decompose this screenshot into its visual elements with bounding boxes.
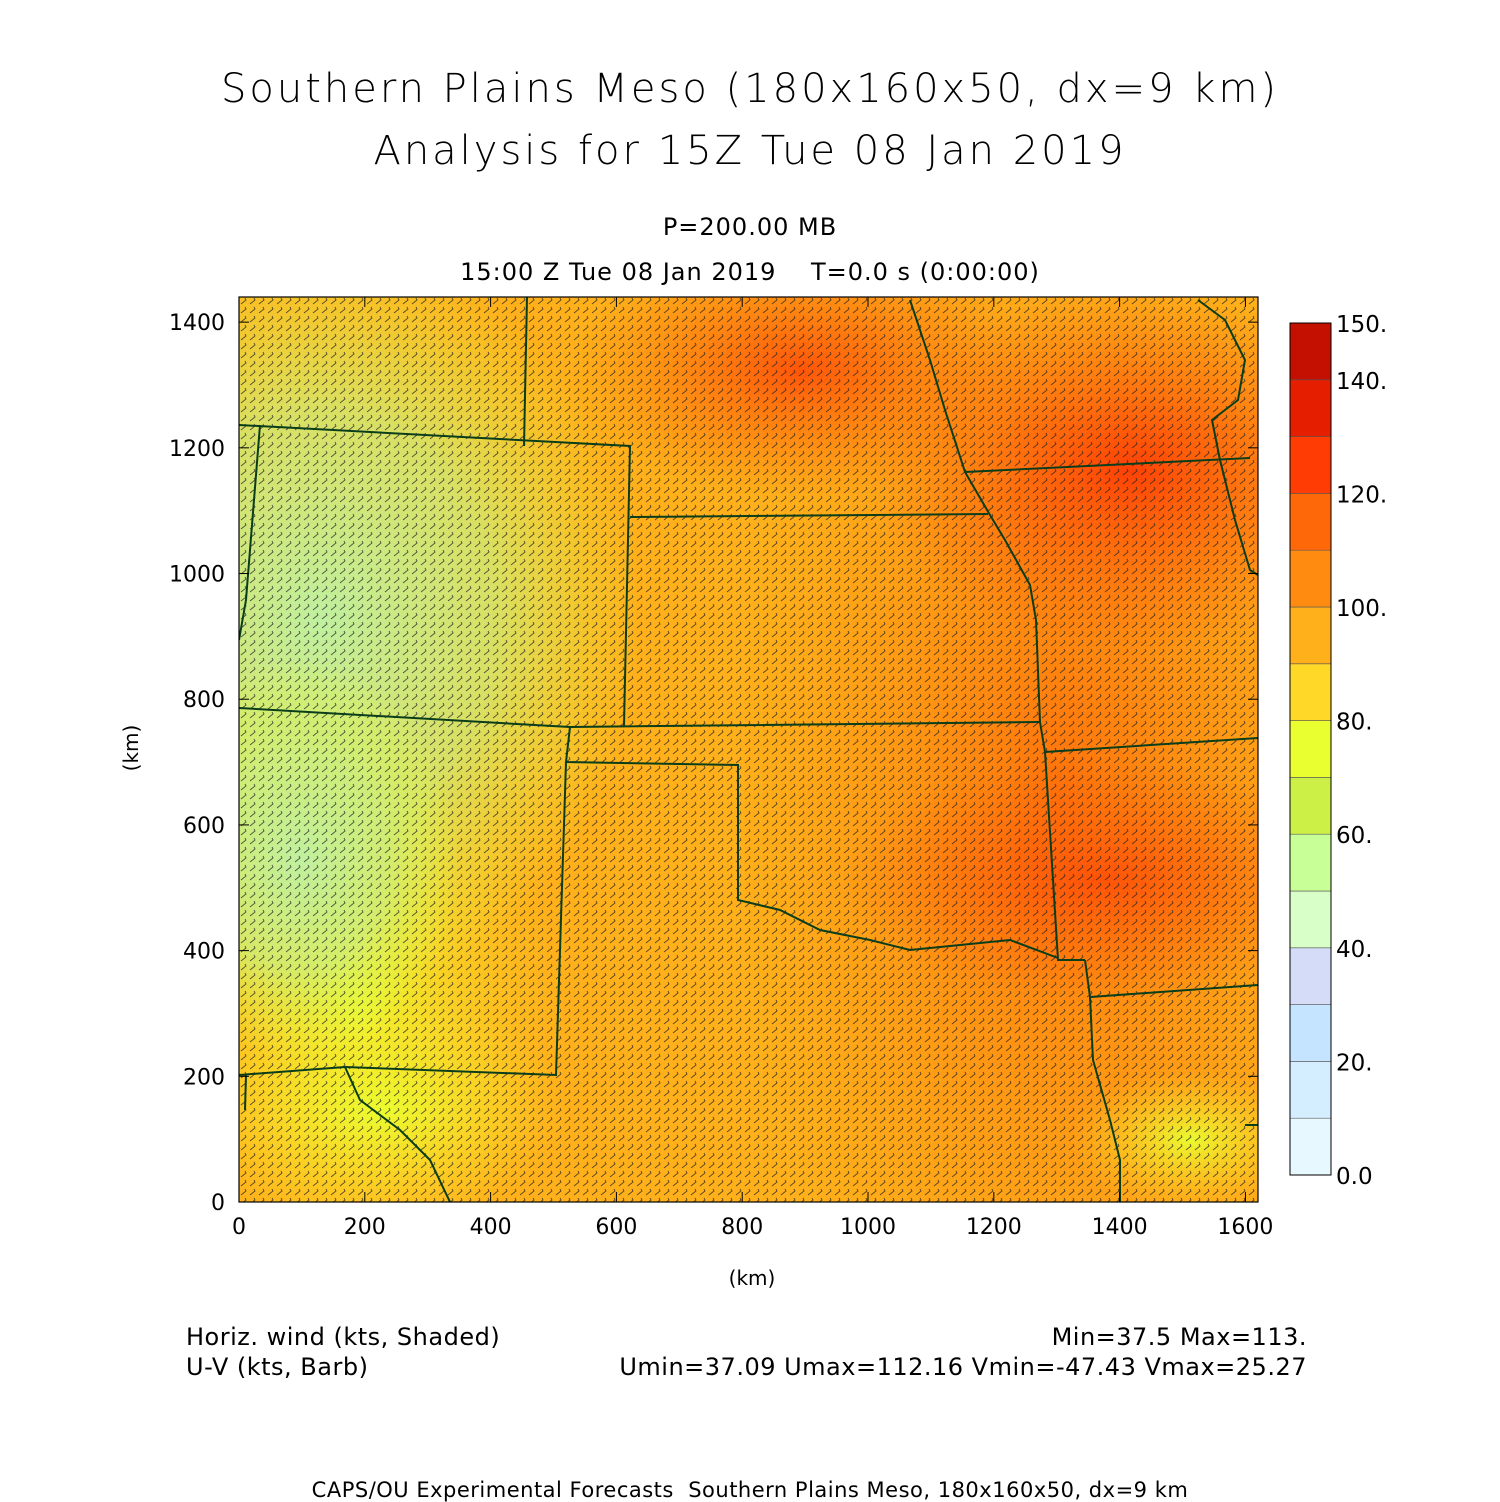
x-tick-label: 200 [344, 1215, 386, 1240]
x-tick-label: 0 [232, 1215, 246, 1240]
shaded-field-label: Horiz. wind (kts, Shaded) [186, 1323, 501, 1351]
colorbar-label: 120. [1336, 482, 1387, 508]
colorbar-segment [1289, 606, 1332, 665]
colorbar-segment [1289, 833, 1332, 892]
x-tick-label: 400 [470, 1215, 512, 1240]
wind-speed-shading [239, 297, 1258, 1202]
y-tick-label: 400 [183, 940, 225, 965]
uv-stats: Umin=37.09 Umax=112.16 Vmin=-47.43 Vmax=… [619, 1353, 1307, 1381]
x-tick-label: 1000 [840, 1215, 896, 1240]
x-tick-label: 1200 [966, 1215, 1022, 1240]
y-tick-label: 800 [183, 688, 225, 713]
min-max-stats: Min=37.5 Max=113. [1051, 1323, 1307, 1351]
colorbar-segment [1289, 436, 1332, 494]
y-tick-label: 1400 [169, 311, 225, 336]
state-boundaries [239, 297, 1258, 1202]
colorbar-label: 140. [1336, 369, 1387, 395]
colorbar-segment [1289, 663, 1332, 721]
colorbar: 0.0 20. 40. 60. 80. 100. 120. 140. 150. [1289, 312, 1387, 1190]
colorbar-segment [1289, 720, 1332, 778]
y-tick-label: 0 [211, 1191, 225, 1216]
y-tick-label: 1200 [169, 437, 225, 462]
pressure-level: P=200.00 MB [662, 213, 838, 241]
colorbar-segment [1289, 1117, 1332, 1176]
colorbar-label: 20. [1336, 1050, 1373, 1076]
colorbar-segment [1289, 890, 1332, 949]
footer-credit: CAPS/OU Experimental Forecasts Southern … [311, 1478, 1189, 1502]
colorbar-label: 60. [1336, 823, 1373, 849]
x-axis: 0 200 400 600 800 1000 1200 1400 1600 [232, 297, 1273, 1240]
y-tick-label: 200 [183, 1065, 225, 1090]
y-axis: 0 200 400 600 800 1000 1200 1400 [169, 311, 1258, 1216]
colorbar-label: 150. [1336, 312, 1387, 338]
colorbar-segment [1289, 549, 1332, 608]
colorbar-label: 100. [1336, 596, 1387, 622]
x-tick-label: 1600 [1217, 1215, 1273, 1240]
colorbar-segment [1289, 1004, 1332, 1062]
valid-time: 15:00 Z Tue 08 Jan 2019 T=0.0 s (0:00:00… [460, 258, 1040, 286]
colorbar-segment [1289, 1061, 1332, 1119]
y-tick-label: 1000 [169, 563, 225, 588]
colorbar-segment [1289, 493, 1332, 551]
x-axis-label: (km) [729, 1266, 776, 1290]
colorbar-segment [1289, 322, 1332, 381]
colorbar-segment [1289, 947, 1332, 1005]
colorbar-segment [1289, 777, 1332, 835]
title-line-2: Analysis for 15Z Tue 08 Jan 2019 [373, 128, 1127, 174]
x-tick-label: 1400 [1092, 1215, 1148, 1240]
barb-field-label: U-V (kts, Barb) [186, 1353, 369, 1381]
colorbar-label: 80. [1336, 710, 1373, 736]
x-tick-label: 800 [721, 1215, 763, 1240]
colorbar-label: 0.0 [1336, 1164, 1373, 1190]
colorbar-segment [1289, 379, 1332, 437]
title-line-1: Southern Plains Meso (180x160x50, dx=9 k… [220, 66, 1280, 112]
x-tick-label: 600 [595, 1215, 637, 1240]
colorbar-label: 40. [1336, 937, 1373, 963]
y-tick-label: 600 [183, 814, 225, 839]
colorbar-frame [1289, 322, 1332, 1176]
plot-frame [238, 296, 1259, 1203]
y-axis-label: (km) [119, 725, 143, 772]
